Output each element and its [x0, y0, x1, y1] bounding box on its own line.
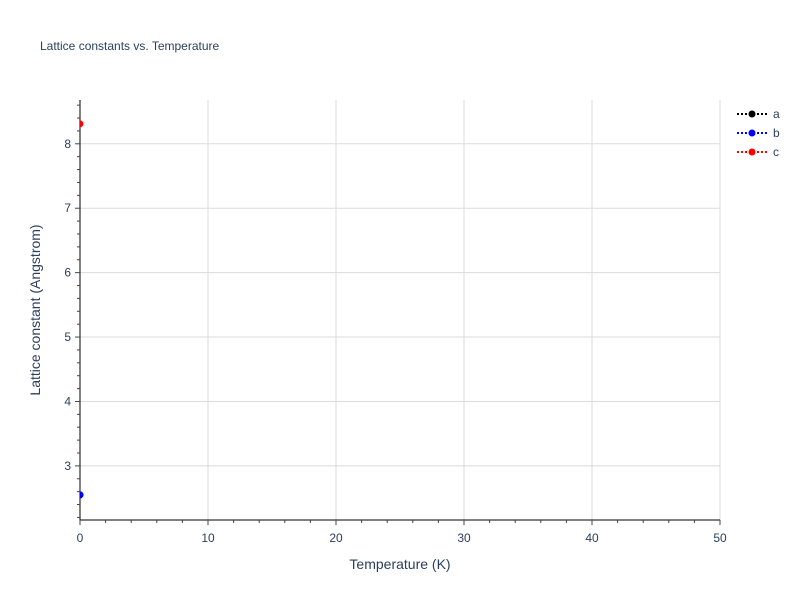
plot-area — [80, 120, 84, 499]
tick-labels: 0 10 20 30 40 50 3 4 5 6 7 8 — [64, 137, 727, 545]
legend-marker — [748, 110, 756, 118]
legend-label: c — [773, 145, 779, 159]
x-tick-label: 40 — [585, 531, 599, 545]
x-axis-label: Temperature (K) — [349, 556, 450, 572]
legend-item-c[interactable]: c — [737, 145, 779, 159]
chart-title: Lattice constants vs. Temperature — [40, 39, 220, 53]
legend[interactable]: abc — [737, 107, 780, 159]
x-tick-label: 50 — [713, 531, 727, 545]
legend-marker — [748, 148, 756, 156]
y-axis-label: Lattice constant (Angstrom) — [27, 224, 43, 395]
y-tick-label: 5 — [64, 330, 71, 344]
legend-item-b[interactable]: b — [737, 126, 780, 140]
legend-item-a[interactable]: a — [737, 107, 780, 121]
x-tick-label: 10 — [201, 531, 215, 545]
x-tick-label: 30 — [457, 531, 471, 545]
data-point-c — [80, 120, 84, 128]
x-tick-label: 0 — [77, 531, 84, 545]
legend-label: a — [773, 107, 780, 121]
data-point-b — [80, 491, 84, 499]
y-tick-label: 3 — [64, 459, 71, 473]
legend-marker — [748, 129, 756, 137]
y-tick-label: 8 — [64, 137, 71, 151]
y-tick-label: 4 — [64, 394, 71, 408]
legend-label: b — [773, 126, 780, 140]
axes — [75, 100, 721, 525]
series-group — [80, 120, 84, 499]
y-tick-label: 7 — [64, 201, 71, 215]
grid — [80, 100, 721, 520]
x-tick-label: 20 — [329, 531, 343, 545]
y-tick-label: 6 — [64, 266, 71, 280]
